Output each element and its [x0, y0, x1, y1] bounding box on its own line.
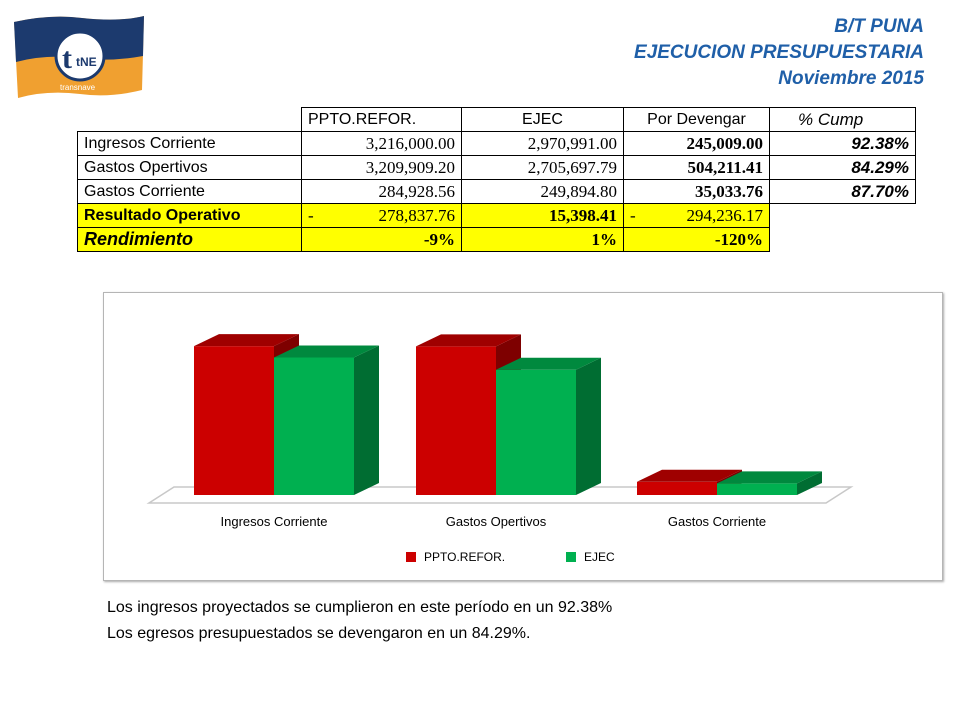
- resultado-ppto-value: 278,837.76: [378, 205, 456, 225]
- svg-text:t: t: [62, 42, 72, 75]
- resultado-devengar-value: 294,236.17: [686, 205, 764, 225]
- header: B/T PUNA EJECUCION PRESUPUESTARIA Noviem…: [634, 14, 924, 92]
- cell-ppto: 284,928.56: [301, 179, 462, 204]
- cell-cump: 84.29%: [769, 155, 916, 180]
- cell-ppto: 3,216,000.00: [301, 131, 462, 156]
- resultado-devengar: - 294,236.17: [623, 203, 770, 228]
- x-tick-label: Gastos Corriente: [668, 514, 766, 529]
- col-header-devengar: Por Devengar: [623, 107, 770, 132]
- bar-front: [274, 357, 354, 495]
- cell-ejec: 2,970,991.00: [461, 131, 624, 156]
- rendimiento-row: Rendimiento -9% 1% -120%: [77, 227, 916, 252]
- bar-top: [416, 334, 521, 347]
- table-row: Gastos Corriente 284,928.56 249,894.80 3…: [77, 179, 916, 204]
- bar-top: [637, 469, 742, 482]
- bar-front: [416, 346, 496, 495]
- x-tick-label: Ingresos Corriente: [221, 514, 328, 529]
- bar-front: [194, 346, 274, 495]
- bar-top: [717, 471, 822, 484]
- bar-top: [274, 345, 379, 358]
- table-header-row: PPTO.REFOR. EJEC Por Devengar % Cump: [78, 107, 916, 132]
- resultado-row: Resultado Operativo - 278,837.76 15,398.4…: [77, 203, 916, 228]
- cell-devengar: 245,009.00: [623, 131, 770, 156]
- header-period: Noviembre 2015: [778, 68, 924, 89]
- bar-front: [717, 483, 797, 495]
- cell-ejec: 249,894.80: [461, 179, 624, 204]
- resultado-ppto: - 278,837.76: [301, 203, 462, 228]
- bar-side: [797, 471, 822, 495]
- bar-top: [496, 357, 601, 370]
- legend-swatch: [566, 552, 576, 562]
- logo-monogram: tNE: [76, 55, 97, 69]
- cell-cump: 92.38%: [769, 131, 916, 156]
- resultado-label: Resultado Operativo: [77, 203, 302, 228]
- legend-label: EJEC: [584, 550, 615, 564]
- row-label: Gastos Corriente: [77, 179, 302, 204]
- note-egresos: Los egresos presupuestados se devengaron…: [107, 625, 531, 642]
- table-row: Ingresos Corriente 3,216,000.00 2,970,99…: [77, 131, 916, 156]
- row-label: Gastos Opertivos: [77, 155, 302, 180]
- budget-chart: Ingresos Corriente Gastos Opertivos Gastos…: [103, 292, 943, 581]
- bar-top: [194, 334, 299, 347]
- col-header-ejec: EJEC: [461, 107, 624, 132]
- bar-side: [354, 345, 379, 495]
- resultado-ppto-sign: -: [308, 205, 314, 225]
- logo-text: transnave: [60, 83, 96, 92]
- x-tick-label: Gastos Opertivos: [446, 514, 547, 529]
- rendimiento-label: Rendimiento: [77, 227, 302, 252]
- col-header-cump: % Cump: [769, 107, 916, 132]
- legend-swatch: [406, 552, 416, 562]
- resultado-devengar-sign: -: [630, 205, 636, 225]
- chart-svg: Ingresos Corriente Gastos Opertivos Gastos…: [146, 334, 854, 564]
- rendimiento-ppto: -9%: [301, 227, 462, 252]
- cell-ppto: 3,209,909.20: [301, 155, 462, 180]
- col-header-ppto: PPTO.REFOR.: [301, 107, 462, 132]
- rendimiento-devengar: -120%: [623, 227, 770, 252]
- row-label: Ingresos Corriente: [77, 131, 302, 156]
- bar-front: [637, 481, 717, 495]
- note-ingresos: Los ingresos proyectados se cumplieron e…: [107, 599, 613, 616]
- cell-devengar: 504,211.41: [623, 155, 770, 180]
- cell-ejec: 2,705,697.79: [461, 155, 624, 180]
- cell-devengar: 35,033.76: [623, 179, 770, 204]
- table-row: Gastos Opertivos 3,209,909.20 2,705,697.…: [77, 155, 916, 180]
- legend-label: PPTO.REFOR.: [424, 550, 505, 564]
- cell-cump: 87.70%: [769, 179, 916, 204]
- rendimiento-ejec: 1%: [461, 227, 624, 252]
- header-title: EJECUCION PRESUPUESTARIA: [634, 42, 924, 63]
- header-company: B/T PUNA: [834, 16, 924, 37]
- resultado-ejec: 15,398.41: [461, 203, 624, 228]
- budget-table: PPTO.REFOR. EJEC Por Devengar % Cump Ing…: [77, 107, 916, 252]
- notes: Los ingresos proyectados se cumplieron e…: [107, 595, 612, 647]
- bar-side: [576, 357, 601, 495]
- transnave-logo: t tNE transnave: [10, 12, 150, 112]
- bar-front: [496, 369, 576, 495]
